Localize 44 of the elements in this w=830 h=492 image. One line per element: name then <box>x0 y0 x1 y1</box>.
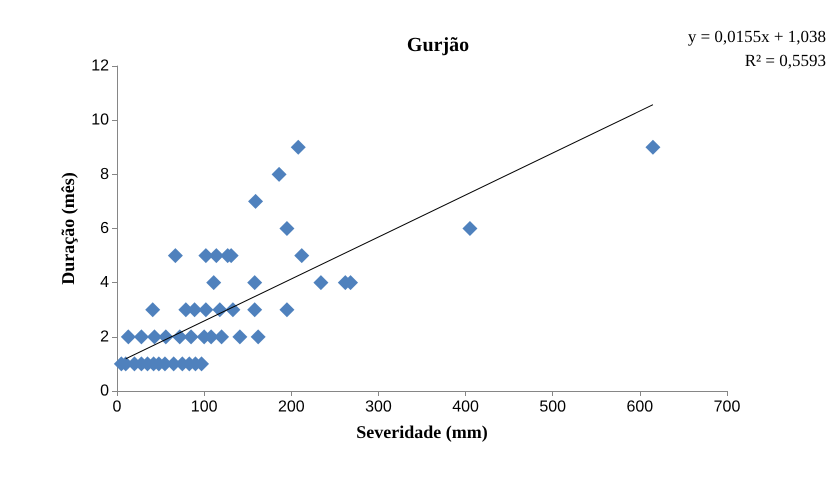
point <box>272 166 287 182</box>
y-tick-label: 4 <box>100 274 110 292</box>
x-tick-label: 500 <box>539 398 566 416</box>
point <box>206 275 222 290</box>
y-tick-label: 10 <box>91 112 110 129</box>
y-tick-label: 2 <box>100 328 110 346</box>
point <box>168 248 183 264</box>
x-tick-label: 400 <box>452 398 480 416</box>
point <box>279 221 294 236</box>
x-tick-label: 300 <box>365 398 392 416</box>
y-tick-label: 8 <box>100 166 110 183</box>
point <box>225 302 240 318</box>
point <box>232 329 248 344</box>
point <box>198 302 214 318</box>
point <box>184 329 199 344</box>
point <box>294 248 310 264</box>
x-tick-label: 0 <box>112 398 122 416</box>
y-tick-label: 0 <box>100 382 110 400</box>
x-axis-title: Severidade (mm) <box>356 422 488 442</box>
point <box>214 329 230 344</box>
y-tick-label: 6 <box>100 220 110 237</box>
point <box>145 302 160 318</box>
x-tick-label: 100 <box>190 398 218 416</box>
text: y = 0,0155x + 1,038 <box>688 27 826 46</box>
x-tick-label: 700 <box>714 398 740 416</box>
point <box>248 194 264 209</box>
x-tick-label: 200 <box>278 398 305 416</box>
chart-title: Gurjão <box>406 34 470 56</box>
point <box>120 329 136 344</box>
point <box>250 329 266 344</box>
point <box>247 302 262 318</box>
point <box>462 221 478 236</box>
point <box>146 329 162 344</box>
point <box>279 302 294 318</box>
point <box>290 140 306 155</box>
x-tick-label: 600 <box>626 398 654 416</box>
point <box>198 248 214 264</box>
point <box>247 275 262 290</box>
y-tick-label: 12 <box>91 58 110 74</box>
point <box>134 329 149 344</box>
text: R² = 0,5593 <box>744 51 826 70</box>
y-axis-title: Duração (mês) <box>58 172 78 285</box>
point <box>313 275 328 290</box>
point <box>645 140 660 155</box>
